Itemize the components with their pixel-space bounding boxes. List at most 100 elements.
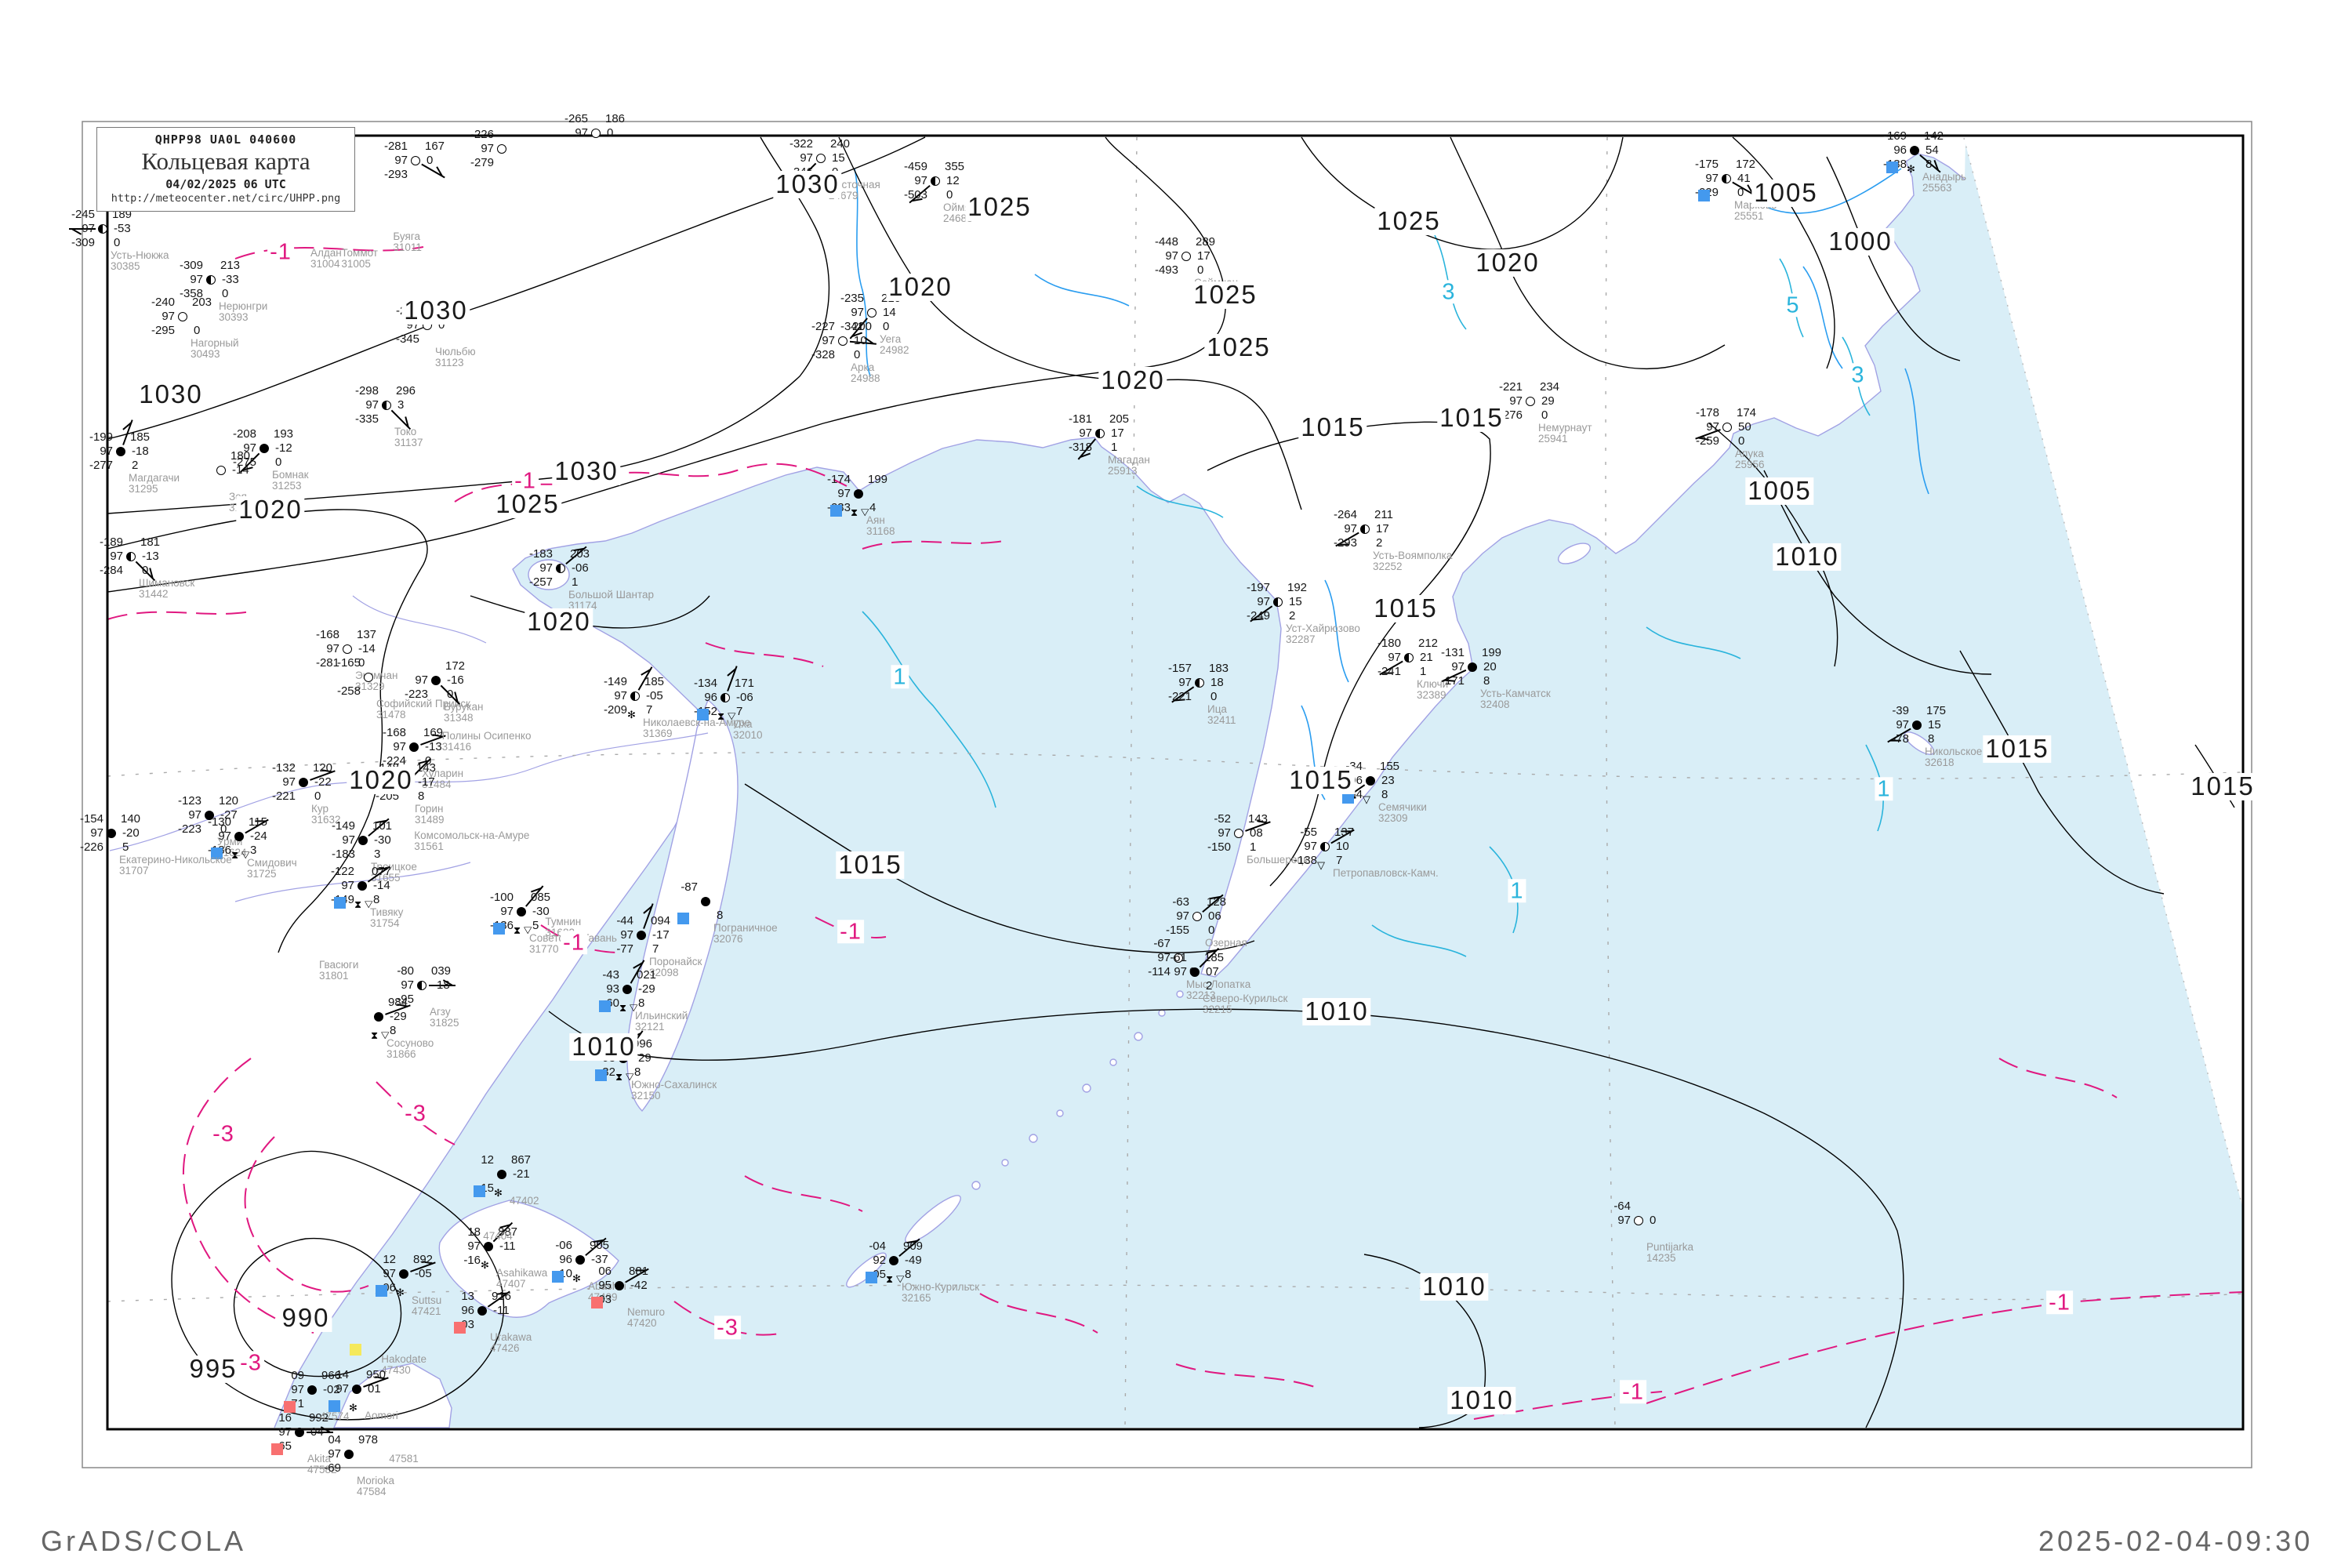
station-name: Уст-Хайрюзово 32287 bbox=[1286, 622, 1360, 645]
station-name: Немурнаут 25941 bbox=[1538, 422, 1592, 445]
station-value: 203 bbox=[192, 296, 212, 309]
station-value: -341 bbox=[840, 320, 864, 333]
station-value: 984 bbox=[388, 996, 408, 1009]
station-value: 16 bbox=[278, 1411, 292, 1425]
station-value: -64 bbox=[1613, 1200, 1631, 1213]
render-timestamp: 2025-02-04-09:30 bbox=[2038, 1525, 2314, 1557]
station-name: Пограничное 32076 bbox=[713, 922, 778, 945]
cloud-cover-circle bbox=[382, 401, 391, 410]
isotherm-label: 5 bbox=[1784, 293, 1802, 318]
station-value: -24 bbox=[250, 829, 267, 843]
station-name: Nemuro 47420 bbox=[627, 1306, 666, 1329]
cloud-cover-circle bbox=[1722, 174, 1731, 183]
station-value: 97 bbox=[500, 905, 514, 918]
station-value: 21 bbox=[1420, 651, 1433, 664]
station-value: 18 bbox=[467, 1225, 481, 1239]
station-value: 97 bbox=[539, 561, 553, 575]
station-value: -168 bbox=[382, 726, 406, 739]
isobar-label: 990 bbox=[279, 1304, 332, 1332]
isobar-label: 1030 bbox=[401, 296, 470, 325]
station-value: 0 bbox=[220, 822, 227, 836]
station-value: 23 bbox=[1381, 774, 1395, 787]
station-value: 174 bbox=[1737, 406, 1757, 419]
station-value: 234 bbox=[1540, 380, 1560, 394]
water-lines bbox=[854, 168, 1929, 800]
station-value: 18 bbox=[1210, 676, 1224, 689]
station-value: -174 bbox=[826, 473, 851, 486]
station-value: -29 bbox=[390, 1010, 407, 1023]
station-value: 97 bbox=[383, 1267, 396, 1280]
station-value: 97 bbox=[394, 154, 408, 167]
station-value: 12 bbox=[383, 1253, 396, 1266]
station-value: 97 bbox=[365, 398, 379, 412]
cloud-cover-circle bbox=[517, 907, 526, 916]
cloud-cover-circle bbox=[1910, 146, 1919, 155]
station-value: 97 bbox=[822, 334, 835, 347]
precip-marker-blue bbox=[493, 923, 505, 935]
weather-symbol: ✻ bbox=[572, 1272, 581, 1284]
station-value: -309 bbox=[71, 236, 95, 249]
cloud-cover-circle bbox=[1912, 720, 1922, 730]
station-value: 142 bbox=[1924, 129, 1944, 143]
isobar-label: 1030 bbox=[773, 170, 842, 198]
station-name: Южно-Сахалинск 32150 bbox=[631, 1079, 717, 1102]
isobar-label: 1020 bbox=[1473, 249, 1542, 277]
station-value: -322 bbox=[789, 137, 813, 151]
station-value: -295 bbox=[151, 324, 175, 337]
station-value: 0 bbox=[275, 456, 282, 469]
front-label: -1 bbox=[267, 240, 294, 264]
front-label: -1 bbox=[2046, 1290, 2073, 1315]
station-name: Сосуново 31866 bbox=[387, 1037, 434, 1060]
station-value: 200 bbox=[852, 320, 873, 333]
station-value: -63 bbox=[1172, 895, 1189, 909]
cloud-cover-circle bbox=[1634, 1216, 1643, 1225]
weather-symbol: ⧗ ▽ bbox=[514, 924, 532, 936]
station-value: 172 bbox=[445, 659, 466, 673]
cloud-cover-circle bbox=[1722, 423, 1732, 432]
station-value: -14 bbox=[373, 879, 390, 892]
station-value: -06 bbox=[555, 1239, 572, 1252]
station-value: 0 bbox=[1210, 690, 1218, 703]
station-value: 17 bbox=[1197, 249, 1210, 263]
station-value: 97 bbox=[1344, 522, 1357, 535]
station-value: -169 bbox=[1882, 129, 1907, 143]
cloud-cover-circle bbox=[352, 1385, 361, 1394]
station-value: 97 bbox=[110, 550, 123, 563]
isobar-label: 1010 bbox=[1773, 543, 1842, 571]
station-value: -279 bbox=[470, 156, 494, 169]
precip-marker-blue bbox=[595, 1069, 607, 1081]
station-value: -358 bbox=[179, 287, 203, 300]
station-value: 97 bbox=[575, 126, 588, 140]
station-value: 143 bbox=[416, 761, 437, 775]
isotherm-label: 3 bbox=[1439, 280, 1458, 304]
cloud-cover-circle bbox=[1468, 662, 1477, 672]
station-name: Urakawa 47426 bbox=[490, 1331, 532, 1354]
cloud-cover-circle bbox=[1273, 597, 1283, 607]
station-value: 916 bbox=[492, 1290, 512, 1303]
front-label: -1 bbox=[1620, 1380, 1646, 1404]
station-value: 155 bbox=[1380, 760, 1400, 773]
station-name: Поронайск 32098 bbox=[649, 956, 702, 978]
station-value: -12 bbox=[275, 441, 292, 455]
station-name: Южно-Курильск 32165 bbox=[902, 1281, 980, 1304]
weather-symbol: ⧗ ▽ bbox=[231, 849, 250, 861]
cloud-cover-circle bbox=[107, 829, 116, 838]
cloud-cover-circle bbox=[556, 564, 565, 573]
station-value: 97 bbox=[218, 829, 231, 843]
station-value: -223 bbox=[404, 688, 428, 701]
isobar-label: 1020 bbox=[1098, 366, 1167, 394]
station-value: 193 bbox=[274, 427, 294, 441]
station-value: 97 bbox=[291, 1383, 304, 1396]
isobar-label: 1025 bbox=[965, 193, 1034, 221]
station-value: 97 bbox=[851, 306, 864, 319]
cloud-cover-circle bbox=[497, 144, 506, 154]
station-name: Токо 31137 bbox=[394, 426, 423, 448]
station-value: -249 bbox=[1246, 609, 1270, 622]
cloud-cover-circle bbox=[299, 778, 308, 787]
station-value: -69 bbox=[324, 1461, 341, 1475]
station-value: 186 bbox=[605, 112, 626, 125]
station-value: 120 bbox=[219, 794, 239, 808]
station-value: -221 bbox=[271, 789, 296, 803]
station-value: 905 bbox=[590, 1239, 610, 1252]
isobar-label: 1015 bbox=[836, 851, 905, 879]
